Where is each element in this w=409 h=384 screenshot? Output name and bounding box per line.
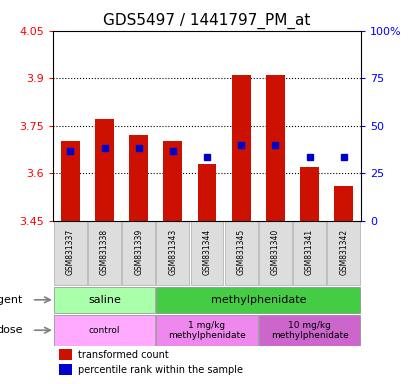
Text: transformed count: transformed count: [78, 350, 168, 360]
Text: percentile rank within the sample: percentile rank within the sample: [78, 365, 242, 375]
Text: GSM831338: GSM831338: [100, 228, 109, 275]
Text: methylphenidate: methylphenidate: [210, 295, 305, 305]
Bar: [299, 167, 318, 221]
Text: GSM831344: GSM831344: [202, 228, 211, 275]
Bar: [54, 315, 155, 346]
Bar: [190, 221, 223, 285]
Bar: [292, 221, 325, 285]
Bar: [59, 349, 72, 360]
Bar: [122, 221, 155, 285]
Bar: [129, 135, 148, 221]
Text: GSM831340: GSM831340: [270, 228, 279, 275]
Bar: [156, 287, 359, 313]
Text: saline: saline: [88, 295, 121, 305]
Bar: [258, 315, 359, 346]
Bar: [258, 221, 291, 285]
Bar: [156, 221, 189, 285]
Bar: [54, 221, 87, 285]
Text: agent: agent: [0, 295, 22, 305]
Text: 1 mg/kg
methylphenidate: 1 mg/kg methylphenidate: [168, 321, 245, 340]
Text: control: control: [89, 326, 120, 335]
Text: dose: dose: [0, 325, 22, 335]
Bar: [88, 221, 121, 285]
Bar: [156, 315, 257, 346]
Title: GDS5497 / 1441797_PM_at: GDS5497 / 1441797_PM_at: [103, 13, 310, 29]
Bar: [54, 287, 155, 313]
Bar: [224, 221, 257, 285]
Text: GSM831341: GSM831341: [304, 228, 313, 275]
Bar: [95, 119, 114, 221]
Text: GSM831337: GSM831337: [66, 228, 75, 275]
Text: GSM831342: GSM831342: [338, 228, 347, 275]
Bar: [326, 221, 359, 285]
Text: GSM831343: GSM831343: [168, 228, 177, 275]
Bar: [197, 164, 216, 221]
Text: GSM831339: GSM831339: [134, 228, 143, 275]
Bar: [231, 75, 250, 221]
Bar: [163, 141, 182, 221]
Bar: [59, 364, 72, 375]
Bar: [61, 141, 80, 221]
Text: 10 mg/kg
methylphenidate: 10 mg/kg methylphenidate: [270, 321, 348, 340]
Bar: [333, 186, 352, 221]
Bar: [265, 75, 284, 221]
Text: GSM831345: GSM831345: [236, 228, 245, 275]
